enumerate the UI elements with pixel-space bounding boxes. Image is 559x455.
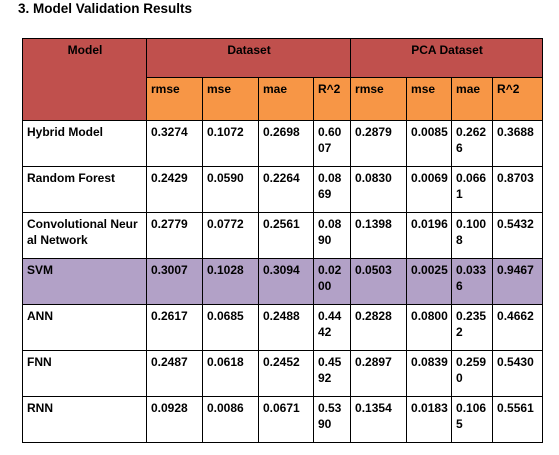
metric-value-cell: 0.2590: [451, 350, 494, 397]
metric-header-pca-mse: mse: [406, 77, 453, 121]
table-row: Hybrid Model 0.3274 0.1072 0.2698 0.6007 0.28…: [22, 120, 544, 167]
metric-value-cell: 0.0183: [406, 396, 453, 443]
metric-value-cell: 0.0661: [451, 166, 494, 213]
model-name-cell: ANN: [22, 304, 147, 351]
metric-value-cell: 0.2264: [258, 166, 314, 213]
metric-value-cell: 0.0685: [202, 304, 259, 351]
metric-header-mae: mae: [258, 77, 314, 121]
metric-value-cell: 0.2617: [146, 304, 203, 351]
metric-value-cell: 0.5390: [312, 396, 352, 443]
metric-header-rmse: rmse: [146, 77, 203, 121]
metric-value-cell: 0.0590: [202, 166, 259, 213]
metric-value-cell: 0.8703: [492, 166, 544, 213]
table-row: ANN 0.2617 0.0685 0.2488 0.4442 0.2828 0.0800 0…: [22, 304, 544, 351]
metric-value-cell: 0.0671: [258, 396, 314, 443]
table-row: SVM 0.3007 0.1028 0.3094 0.0200 0.0503 0.0025 0…: [22, 258, 544, 305]
metric-value-cell: 0.0085: [406, 120, 453, 167]
header-row-metrics: rmse mse mae R^2 rmse mse mae R^2: [23, 77, 544, 121]
metric-value-cell: 0.1008: [451, 212, 494, 259]
metric-value-cell: 0.5561: [492, 396, 544, 443]
metric-value-cell: 0.0025: [406, 258, 453, 305]
metric-value-cell: 0.9467: [492, 258, 544, 305]
metric-value-cell: 0.0830: [350, 166, 408, 213]
table-row: RNN 0.0928 0.0086 0.0671 0.5390 0.1354 0.0183 0…: [22, 396, 544, 443]
metric-value-cell: 0.0772: [202, 212, 259, 259]
metric-value-cell: 0.2352: [451, 304, 494, 351]
metric-value-cell: 0.5430: [492, 350, 544, 397]
metric-value-cell: 0.0890: [312, 212, 352, 259]
model-column-header: Model: [22, 38, 147, 121]
metric-value-cell: 0.0336: [451, 258, 494, 305]
metric-header-pca-rmse: rmse: [350, 77, 408, 121]
metric-value-cell: 0.4662: [492, 304, 544, 351]
metric-value-cell: 0.2487: [146, 350, 203, 397]
table-row: Random Forest 0.2429 0.0590 0.2264 0.0869 0.0…: [22, 166, 544, 213]
section-heading: 3. Model Validation Results: [18, 1, 193, 16]
metric-value-cell: 0.4592: [312, 350, 352, 397]
metric-value-cell: 0.2561: [258, 212, 314, 259]
metric-value-cell: 0.1072: [202, 120, 259, 167]
metric-value-cell: 0.0196: [406, 212, 453, 259]
metric-value-cell: 0.0800: [406, 304, 453, 351]
metric-value-cell: 0.1028: [202, 258, 259, 305]
metric-value-cell: 0.0503: [350, 258, 408, 305]
group-header-dataset: Dataset: [145, 38, 352, 78]
metric-value-cell: 0.0069: [406, 166, 453, 213]
group-header-pca-dataset: PCA Dataset: [350, 38, 544, 78]
metric-value-cell: 0.0928: [146, 396, 203, 443]
model-name-cell: Convolutional Neural Network: [22, 212, 147, 259]
metric-value-cell: 0.6007: [312, 120, 352, 167]
metric-value-cell: 0.4442: [312, 304, 352, 351]
metric-value-cell: 0.0086: [202, 396, 259, 443]
model-name-cell: SVM: [22, 258, 147, 305]
header-row-groups: Model Dataset PCA Dataset: [22, 38, 544, 121]
metric-value-cell: 0.2698: [258, 120, 314, 167]
metric-value-cell: 0.3094: [258, 258, 314, 305]
metric-header-mse: mse: [202, 77, 259, 121]
model-name-cell: FNN: [22, 350, 147, 397]
metric-value-cell: 0.0839: [406, 350, 453, 397]
metric-value-cell: 0.2452: [258, 350, 314, 397]
table-row: FNN 0.2487 0.0618 0.2452 0.4592 0.2897 0.0839 0…: [22, 350, 544, 397]
table-body: Model Dataset PCA Dataset rmse mse mae R…: [22, 38, 544, 443]
metric-header-pca-r2: R^2: [492, 77, 544, 121]
metric-header-r2: R^2: [312, 77, 352, 121]
metric-value-cell: 0.2779: [146, 212, 203, 259]
metric-value-cell: 0.3007: [146, 258, 203, 305]
metric-value-cell: 0.1354: [350, 396, 408, 443]
metric-value-cell: 0.2488: [258, 304, 314, 351]
table-row: Convolutional Neural Network 0.2779 0.0772…: [22, 212, 544, 259]
model-name-cell: RNN: [22, 396, 147, 443]
metric-value-cell: 0.5432: [492, 212, 544, 259]
metric-value-cell: 0.2429: [146, 166, 203, 213]
metric-value-cell: 0.0200: [312, 258, 352, 305]
metric-value-cell: 0.2626: [451, 120, 494, 167]
model-name-cell: Hybrid Model: [22, 120, 147, 167]
metric-value-cell: 0.0618: [202, 350, 259, 397]
metric-value-cell: 0.1398: [350, 212, 408, 259]
metric-value-cell: 0.2828: [350, 304, 408, 351]
metric-value-cell: 0.3688: [492, 120, 544, 167]
metric-value-cell: 0.1065: [451, 396, 494, 443]
metric-header-pca-mae: mae: [451, 77, 494, 121]
metric-value-cell: 0.3274: [146, 120, 203, 167]
metric-value-cell: 0.0869: [312, 166, 352, 213]
metric-value-cell: 0.2879: [350, 120, 408, 167]
metric-value-cell: 0.2897: [350, 350, 408, 397]
validation-results-table: Model Dataset PCA Dataset rmse mse mae R…: [22, 38, 544, 443]
model-name-cell: Random Forest: [22, 166, 147, 213]
